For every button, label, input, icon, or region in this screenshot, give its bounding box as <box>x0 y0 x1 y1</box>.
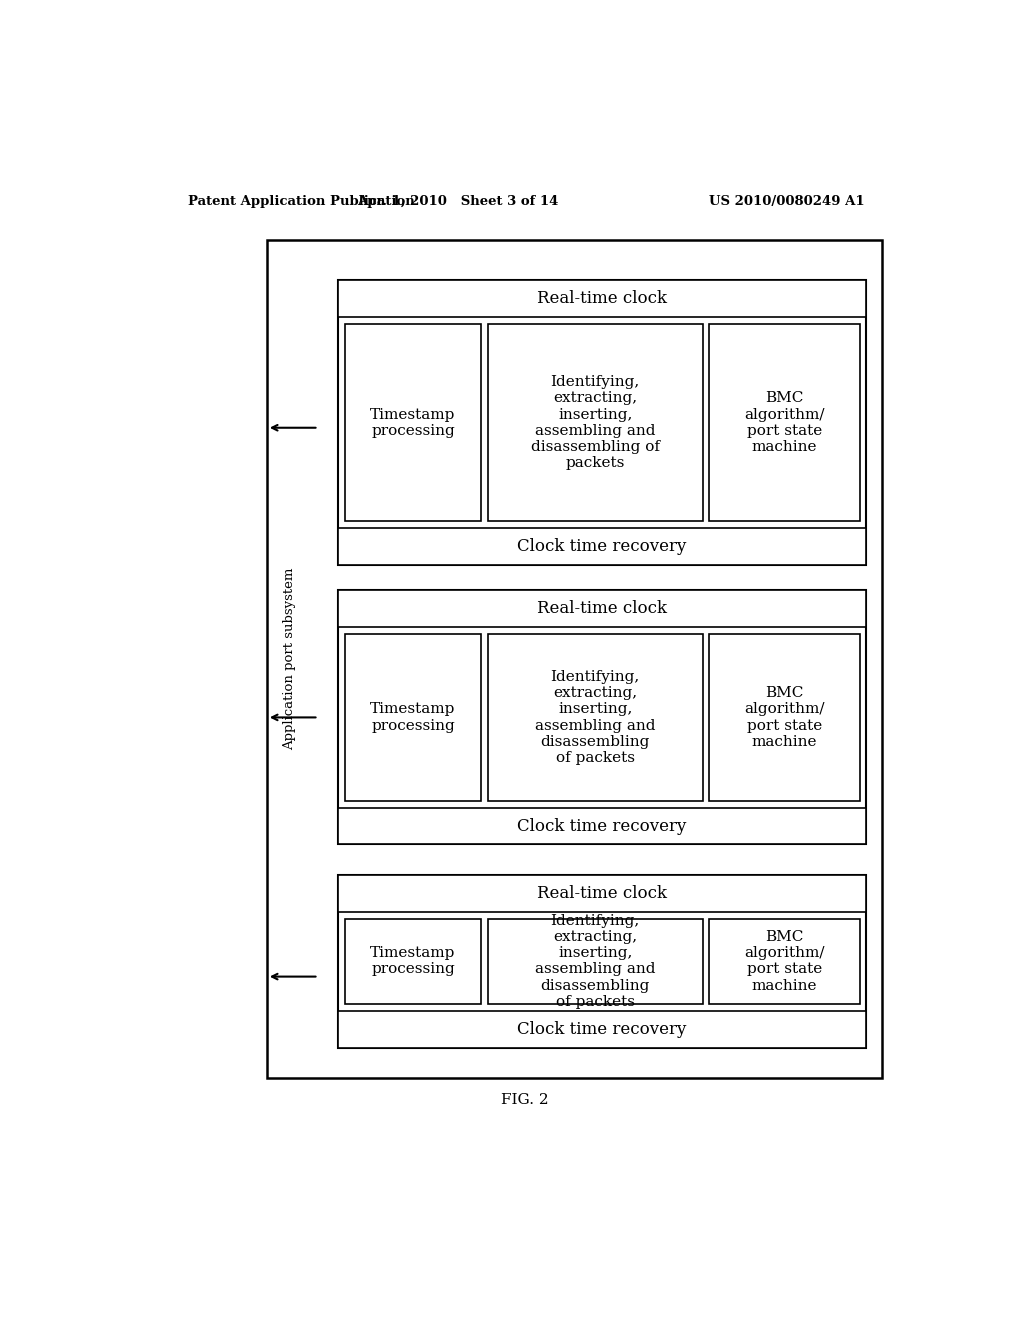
Bar <box>338 1011 866 1048</box>
Text: Timestamp
processing: Timestamp processing <box>371 946 456 977</box>
Bar <box>338 590 866 845</box>
Text: Timestamp
processing: Timestamp processing <box>371 408 456 438</box>
Bar <box>338 808 866 845</box>
Bar <box>487 919 702 1005</box>
Bar <box>338 280 866 317</box>
Text: BMC
algorithm/
port state
machine: BMC algorithm/ port state machine <box>744 931 824 993</box>
Text: FIG. 2: FIG. 2 <box>501 1093 549 1106</box>
Text: US 2010/0080249 A1: US 2010/0080249 A1 <box>709 194 864 207</box>
Bar <box>487 634 702 801</box>
Bar <box>709 634 860 801</box>
Bar <box>338 875 866 912</box>
Text: Real-time clock: Real-time clock <box>538 290 668 308</box>
Bar <box>338 875 866 1048</box>
Text: Identifying,
extracting,
inserting,
assembling and
disassembling
of packets: Identifying, extracting, inserting, asse… <box>535 913 655 1008</box>
Bar <box>338 590 866 627</box>
Text: BMC
algorithm/
port state
machine: BMC algorithm/ port state machine <box>744 686 824 748</box>
Bar <box>709 919 860 1005</box>
Text: Real-time clock: Real-time clock <box>538 884 668 902</box>
Text: Clock time recovery: Clock time recovery <box>517 1020 687 1038</box>
Bar <box>345 919 481 1005</box>
Text: Application port subsystem: Application port subsystem <box>283 568 296 750</box>
Bar <box>487 325 702 521</box>
Bar <box>338 528 866 565</box>
Bar <box>267 240 882 1078</box>
Text: Clock time recovery: Clock time recovery <box>517 817 687 834</box>
Bar <box>338 280 866 565</box>
Bar <box>345 325 481 521</box>
Text: Patent Application Publication: Patent Application Publication <box>187 194 415 207</box>
Bar <box>709 325 860 521</box>
Bar <box>345 634 481 801</box>
Text: Real-time clock: Real-time clock <box>538 601 668 618</box>
Text: Identifying,
extracting,
inserting,
assembling and
disassembling
of packets: Identifying, extracting, inserting, asse… <box>535 671 655 764</box>
Text: Clock time recovery: Clock time recovery <box>517 539 687 556</box>
Text: Timestamp
processing: Timestamp processing <box>371 702 456 733</box>
Text: Apr. 1, 2010   Sheet 3 of 14: Apr. 1, 2010 Sheet 3 of 14 <box>356 194 558 207</box>
Text: Identifying,
extracting,
inserting,
assembling and
disassembling of
packets: Identifying, extracting, inserting, asse… <box>530 375 659 470</box>
Text: BMC
algorithm/
port state
machine: BMC algorithm/ port state machine <box>744 391 824 454</box>
